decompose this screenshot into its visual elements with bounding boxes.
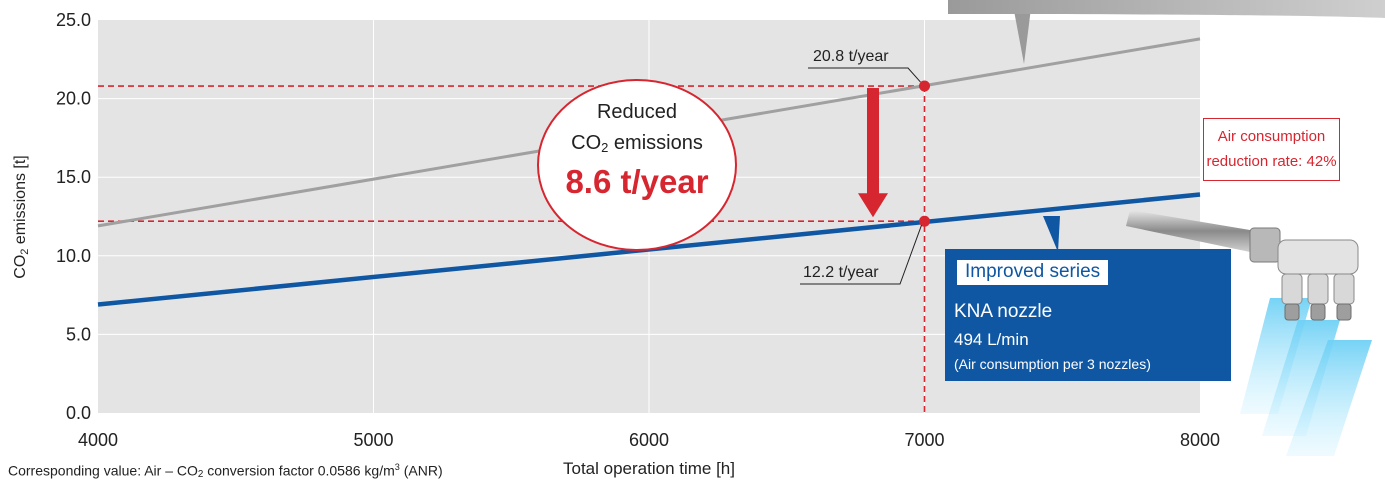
marker-label: 12.2 t/year	[803, 264, 879, 281]
y-tick-label: 25.0	[56, 10, 91, 30]
air-consumption-note: (Air consumption per 3 nozzles)	[954, 356, 1151, 372]
x-tick-label: 6000	[629, 430, 669, 450]
pipe-fitting	[1249, 227, 1281, 263]
data-point-marker	[919, 80, 930, 92]
air-consumption-rate: 494 L/min	[954, 330, 1029, 349]
footnote-sub: 2	[197, 469, 204, 481]
y-tick-label: 0.0	[66, 403, 91, 423]
improved-series-panel: Improved series KNA nozzle 494 L/min (Ai…	[945, 249, 1231, 381]
improved-series-pointer	[1043, 216, 1060, 252]
x-axis-label: Total operation time [h]	[563, 459, 735, 478]
guide-lines	[98, 85, 926, 413]
air-pipe	[1126, 210, 1250, 252]
reduction-arrow-shaft	[867, 88, 879, 196]
marker-label-leader	[808, 67, 921, 83]
y-tick-label: 5.0	[66, 324, 91, 344]
y-tick-label: 15.0	[56, 167, 91, 187]
x-tick-label: 8000	[1180, 430, 1220, 450]
callout-line2-suffix: emissions	[608, 132, 702, 154]
conventional-series-banner	[948, 0, 1385, 18]
callout-line2-sub: 2	[601, 140, 608, 155]
marker-label: 20.8 t/year	[813, 48, 889, 65]
reduction-rate-line2: reduction rate: 42%	[1206, 153, 1337, 170]
nozzle-tip	[1310, 303, 1326, 321]
y-axis-label: CO2 emissions [t]	[12, 155, 31, 278]
x-tick-label: 7000	[904, 430, 944, 450]
decor	[948, 0, 1385, 456]
footnote-middle: conversion factor 0.0586 kg/m	[203, 462, 395, 479]
callout-line2: CO2 emissions	[571, 132, 703, 155]
reduction-rate-box: Air consumption reduction rate: 42%	[1203, 118, 1340, 181]
callout-line1: Reduced	[597, 101, 677, 123]
x-tick-label: 5000	[353, 430, 393, 450]
nozzle-tip	[1284, 303, 1300, 321]
y-tick-label: 10.0	[56, 246, 91, 266]
nozzle-manifold	[1277, 239, 1359, 275]
reduction-callout	[537, 79, 737, 251]
data-point-marker	[919, 215, 930, 227]
x-tick-label: 4000	[78, 430, 118, 450]
axes: 4000 5000 6000 7000 8000 0.0 5.0 10.0 15.0 20.0 25…	[12, 10, 1220, 478]
y-axis-label-sub: 2	[19, 249, 31, 255]
reduction-arrow-head	[858, 193, 888, 218]
spray-cone	[1262, 320, 1340, 436]
conventional-series-pointer	[1012, 0, 1032, 64]
footnote-sup: 3	[394, 462, 400, 472]
nozzle-name: KNA nozzle	[954, 301, 1053, 322]
nozzle-body	[1307, 273, 1329, 305]
callout-line2-prefix: CO	[571, 132, 601, 154]
improved-series-tag: Improved series	[957, 260, 1109, 285]
nozzle-body	[1281, 273, 1303, 305]
reduction-rate-line1: Air consumption	[1217, 128, 1326, 145]
footnote-prefix: Corresponding value: Air – CO	[8, 462, 198, 479]
nozzle-body	[1333, 273, 1355, 305]
annotations: 20.8 t/year 12.2 t/year Reduced CO2 emissio…	[537, 48, 930, 285]
marker-label-leader	[800, 225, 922, 285]
nozzle-tip	[1336, 303, 1352, 321]
spray-cone	[1240, 298, 1312, 414]
y-axis-label-suffix: emissions [t]	[12, 155, 29, 248]
callout-value: 8.6 t/year	[565, 163, 708, 200]
footnote-suffix: (ANR)	[399, 462, 443, 479]
y-tick-label: 20.0	[56, 89, 91, 109]
conversion-footnote: Corresponding value: Air – CO2 conversio…	[8, 462, 443, 480]
y-axis-label-prefix: CO	[12, 255, 29, 279]
spray-cone	[1286, 340, 1372, 456]
